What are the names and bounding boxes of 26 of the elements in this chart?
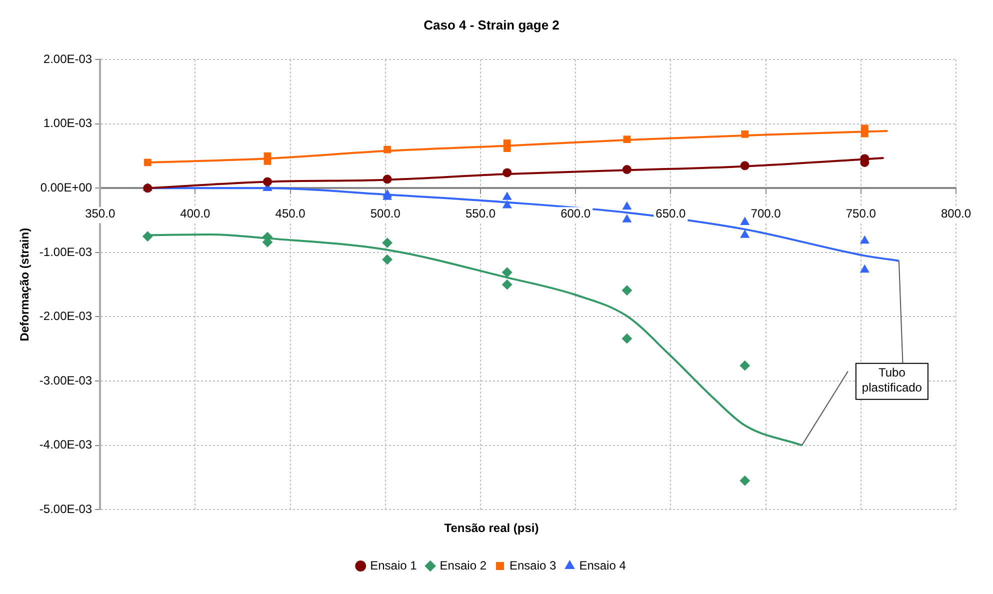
x-tick-label: 750.0 [846,206,876,221]
x-tick-label: 350.0 [85,206,116,221]
x-axis-title: Tensão real (psi) [444,521,539,536]
y-tick-label: -4.00E-03 [39,438,92,452]
y-tick-label: -3.00E-03 [39,373,92,388]
y-tick-label: -2.00E-03 [39,309,92,324]
x-tick-label: 450.0 [275,206,306,221]
y-tick-label: 2.00E-03 [43,52,92,66]
legend-label: Ensaio 3 [510,558,557,572]
x-tick-label: 650.0 [656,206,686,221]
legend-label: Ensaio 1 [370,558,418,572]
legend-label: Ensaio 4 [579,558,626,572]
y-tick-label: -5.00E-03 [39,502,92,516]
legend-label: Ensaio 2 [440,558,487,572]
x-tick-label: 550.0 [465,206,496,221]
y-tick-label: 1.00E-03 [43,116,92,130]
y-axis-title: Deformação (strain) [18,228,32,342]
y-tick-label: 0.00E+00 [40,180,92,194]
chart-title: Caso 4 - Strain gage 2 [424,17,560,32]
x-tick-label: 600.0 [560,206,591,221]
x-tick-label: 700.0 [750,206,782,221]
x-tick-label: 800.0 [940,206,972,221]
y-tick-label: -1.00E-03 [39,244,92,259]
annotation: Tubo plastificado [862,366,922,395]
x-tick-label: 400.0 [180,206,211,221]
x-tick-label: 500.0 [370,206,401,221]
